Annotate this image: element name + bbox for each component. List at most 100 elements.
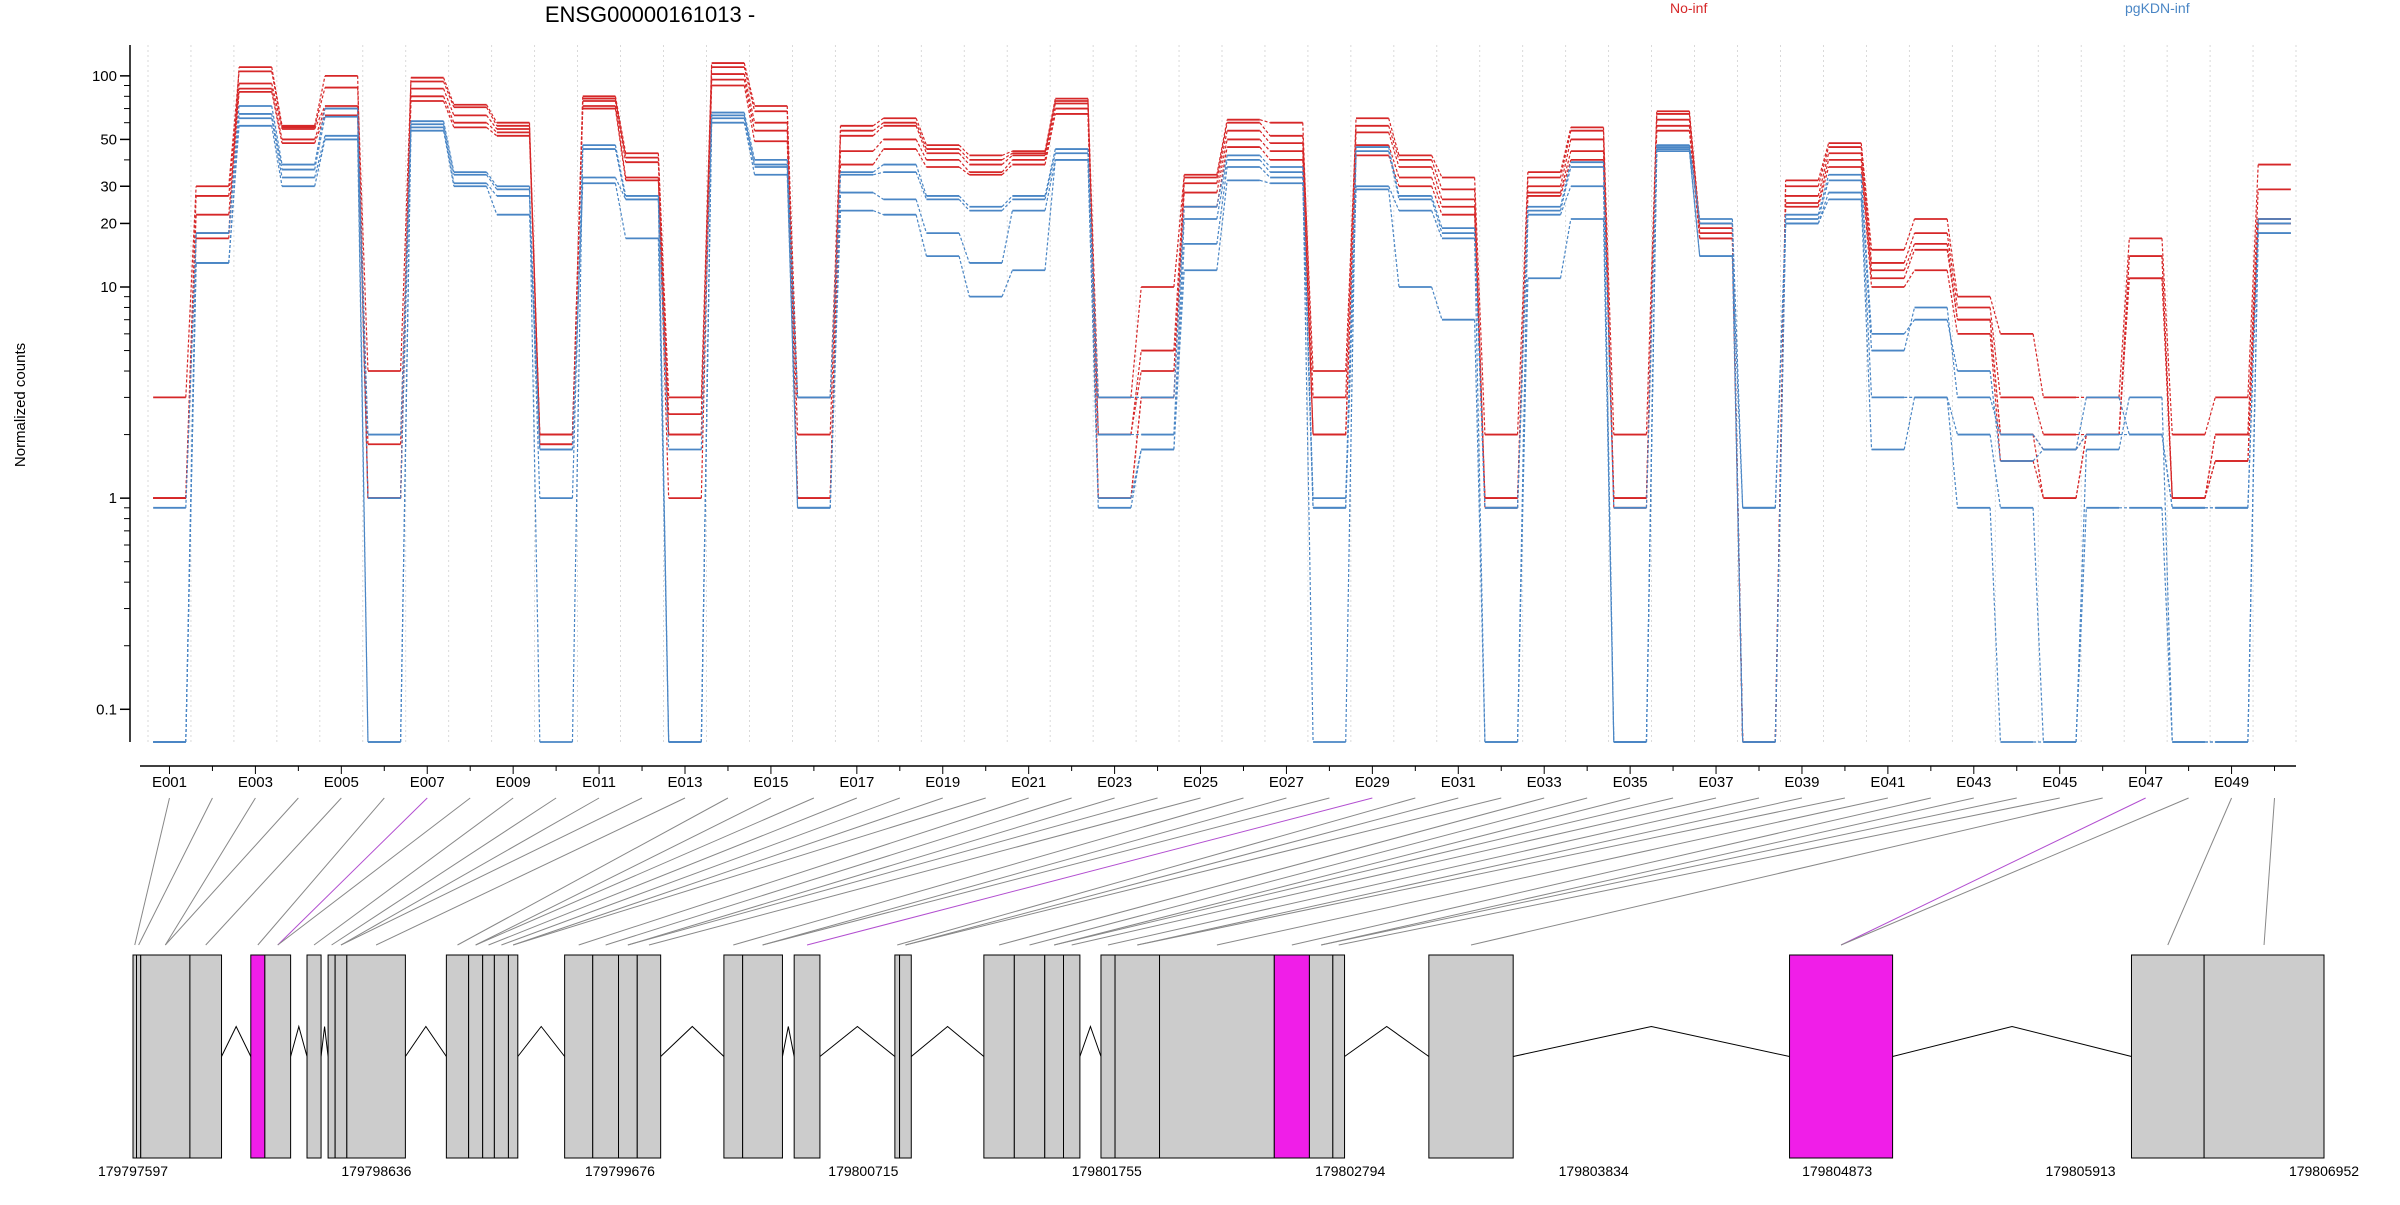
series-0-3-connector	[872, 139, 884, 152]
series-1-2-connector	[1774, 223, 1787, 508]
exon-box	[1428, 954, 1514, 1159]
series-0-0-connector	[2204, 397, 2216, 435]
series-1-2-connector	[1001, 210, 1013, 264]
series-0-1-connector	[271, 71, 283, 128]
series-0-4-connector	[1302, 159, 1314, 435]
exon-box	[264, 954, 292, 1159]
exon-connector-line	[1137, 797, 1803, 946]
series-0-1-connector	[1216, 122, 1228, 178]
series-1-3-connector	[1946, 397, 1959, 508]
series-1-0-connector	[743, 112, 756, 161]
series-1-3-connector	[1044, 159, 1056, 271]
x-tick-label: E003	[238, 774, 273, 791]
series-0-0-connector	[1903, 218, 1916, 251]
exon-connector-line	[905, 797, 1502, 946]
series-0-2-connector	[314, 105, 326, 130]
series-1-3-connector	[1474, 319, 1486, 743]
series-0-3-connector	[1130, 370, 1142, 435]
chart-title: ENSG00000161013 -	[544, 2, 756, 27]
exon-connector-line	[998, 797, 1545, 946]
exon-connector-line	[475, 797, 772, 946]
y-tick-label: 100	[92, 68, 117, 85]
series-0-4-connector	[1001, 164, 1013, 176]
x-tick-label: E015	[753, 774, 788, 791]
x-tick-label: E017	[839, 774, 874, 791]
series-0-0-connector	[1388, 118, 1400, 156]
exon-box	[564, 954, 594, 1159]
genomic-position-label: 179802794	[1315, 1163, 1385, 1179]
series-1-0-connector	[1645, 145, 1658, 508]
y-tick-label: 1	[109, 490, 117, 507]
series-0-1-connector	[1989, 307, 2002, 398]
series-0-2-connector	[271, 83, 283, 130]
series-1-3-connector	[872, 210, 884, 216]
y-tick-label: 0.1	[96, 701, 117, 718]
series-1-0-connector	[915, 164, 928, 197]
exon-connector-line	[501, 797, 900, 946]
series-1-0-connector	[1044, 148, 1056, 197]
exon-box	[636, 954, 662, 1159]
exon-connector-line	[205, 797, 342, 946]
series-0-3-connector	[1559, 150, 1572, 193]
series-1-1-connector	[271, 113, 283, 170]
series-1-2-connector	[614, 177, 627, 200]
series-0-2-connector	[2204, 434, 2216, 499]
series-1-3-connector	[958, 255, 970, 297]
series-1-3-connector	[2161, 507, 2173, 743]
series-1-0-connector	[1216, 155, 1228, 207]
series-0-4-connector	[1903, 269, 1916, 288]
series-0-3-connector	[271, 88, 283, 140]
x-tick-label: E025	[1183, 774, 1218, 791]
series-0-4-connector	[2032, 460, 2044, 499]
exon-connector-line	[512, 797, 986, 946]
series-0-3-connector	[1989, 319, 2002, 435]
exon-connector-line	[1054, 797, 1674, 946]
exon-box	[1114, 954, 1161, 1159]
series-1-3-connector	[357, 139, 369, 743]
exon-connector-line	[340, 797, 600, 946]
series-1-0-connector	[1946, 319, 1959, 372]
y-axis-label: Normalized counts	[12, 343, 29, 467]
series-1-2-connector	[1173, 243, 1185, 450]
series-0-0-connector	[958, 144, 970, 156]
series-0-1-connector	[829, 130, 842, 398]
exon-connector-line	[1840, 797, 2189, 946]
series-1-1-connector	[2032, 434, 2044, 450]
series-0-2-connector	[958, 152, 970, 165]
series-0-4-connector	[571, 108, 584, 435]
series-1-3-connector	[1388, 189, 1400, 288]
series-0-0-connector	[1130, 286, 1142, 398]
series-0-2-connector	[1001, 154, 1013, 166]
intron-line	[1344, 1025, 1430, 1057]
series-0-4-connector	[915, 148, 927, 168]
intron-line	[910, 1025, 985, 1057]
x-tick-label: E045	[2042, 774, 2077, 791]
intron-line	[290, 1024, 308, 1057]
series-0-2-connector	[486, 114, 498, 130]
series-0-2-connector	[2247, 218, 2259, 435]
exon-box	[306, 954, 322, 1159]
series-1-1-connector	[786, 164, 799, 398]
intron-line	[404, 1025, 447, 1057]
series-0-3-connector	[915, 139, 927, 161]
series-1-1-connector	[486, 174, 498, 190]
exon-box	[334, 954, 348, 1159]
x-tick-label: E043	[1956, 774, 1991, 791]
series-1-3-connector	[271, 125, 283, 187]
series-1-1-connector	[2075, 434, 2087, 450]
series-0-2-connector	[1388, 132, 1400, 168]
exon-connector-line	[627, 797, 1115, 946]
series-0-1-connector	[1044, 100, 1056, 154]
exon-box	[899, 954, 912, 1159]
series-1-1-connector	[1559, 166, 1572, 211]
x-tick-label: E033	[1527, 774, 1562, 791]
series-0-0-connector	[2032, 333, 2044, 398]
x-tick-label: E049	[2214, 774, 2249, 791]
exon-box	[507, 954, 519, 1159]
series-0-4-connector	[228, 91, 240, 239]
series-0-0-connector	[1216, 119, 1228, 175]
series-1-3-connector	[1216, 180, 1228, 271]
exon-connector-line	[806, 797, 1373, 946]
y-tick-label: 10	[100, 279, 117, 296]
exon-connector-line	[1321, 797, 2017, 946]
